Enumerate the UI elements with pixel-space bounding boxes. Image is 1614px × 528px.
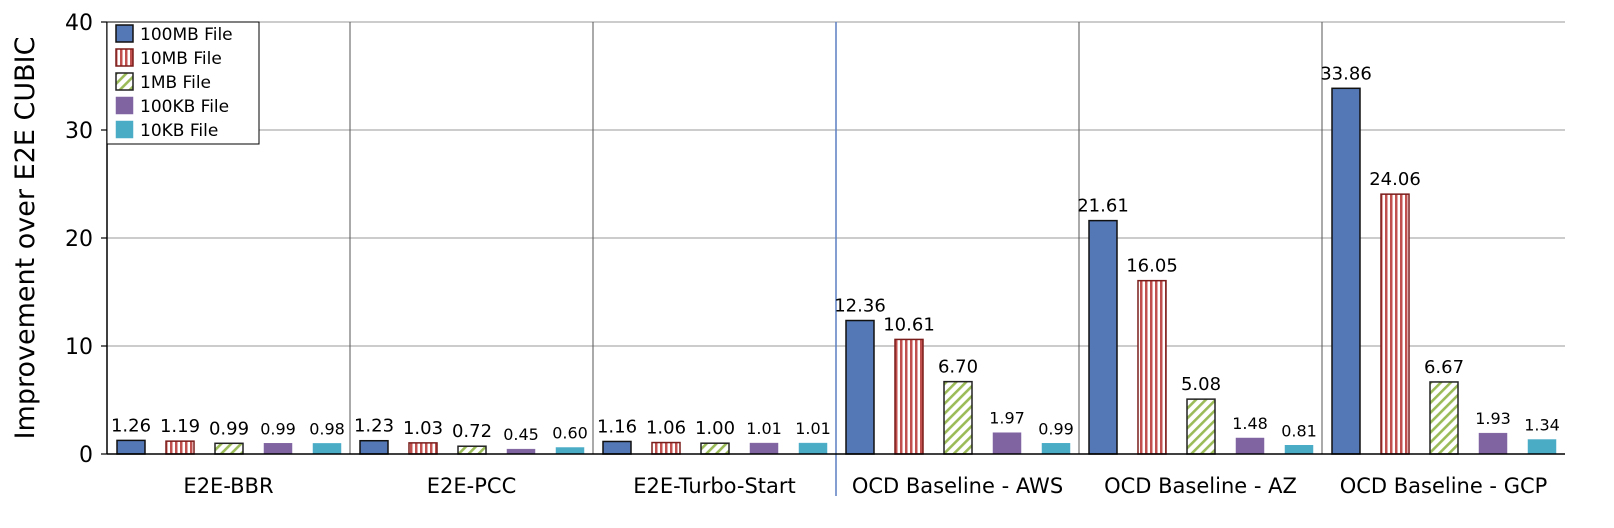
bar-0-0 xyxy=(116,439,146,455)
axes: 0 10 20 30 40 E2E-BBR E2E-PCC E2E-Turbo-Start OC… xyxy=(65,11,1565,498)
data-label-5-3: 1.93 xyxy=(1475,409,1511,428)
data-label-2-1: 1.06 xyxy=(646,418,686,439)
y-axis-title: Improvement over E2E CUBIC xyxy=(10,37,41,440)
legend-label-2: 1MB File xyxy=(140,73,211,93)
data-label-5-4: 1.34 xyxy=(1524,416,1560,435)
bar-4-0 xyxy=(1088,219,1118,455)
y-tick-label-0: 0 xyxy=(79,443,93,468)
legend: 100MB File 10MB File 1MB File 100KB File 10K… xyxy=(106,21,260,145)
data-label-3-4: 0.99 xyxy=(1038,419,1074,438)
legend-swatch-1 xyxy=(115,48,134,67)
bar-1-0 xyxy=(359,439,389,455)
bar-0-4 xyxy=(312,443,342,455)
data-label-3-2: 6.70 xyxy=(938,357,978,378)
y-tick-label-1: 10 xyxy=(65,335,93,360)
bar-0-1 xyxy=(165,440,195,455)
bar-1-2 xyxy=(457,445,487,455)
legend-swatch-2 xyxy=(115,72,134,91)
bar-2-0 xyxy=(602,440,632,455)
legend-label-0: 100MB File xyxy=(140,25,233,45)
data-label-1-3: 0.45 xyxy=(503,425,539,444)
legend-label-3: 100KB File xyxy=(140,97,229,117)
legend-label-1: 10MB File xyxy=(140,49,222,69)
data-label-2-4: 1.01 xyxy=(795,419,831,438)
y-tick-label-3: 30 xyxy=(65,119,93,144)
x-tick-label-3: OCD Baseline - AWS xyxy=(852,474,1063,498)
y-tick-label-2: 20 xyxy=(65,227,93,252)
x-tick-label-5: OCD Baseline - GCP xyxy=(1340,474,1548,498)
data-label-0-4: 0.98 xyxy=(309,419,345,438)
bar-5-1 xyxy=(1380,193,1410,455)
bar-0-3 xyxy=(263,443,293,455)
x-tick-label-0: E2E-BBR xyxy=(183,474,273,498)
bar-1-4 xyxy=(555,447,585,455)
data-label-4-1: 16.05 xyxy=(1126,256,1178,277)
data-label-1-4: 0.60 xyxy=(552,424,588,443)
data-label-5-2: 6.67 xyxy=(1424,357,1464,378)
bar-3-3 xyxy=(992,432,1022,455)
bar-3-2 xyxy=(943,380,973,455)
bar-2-2 xyxy=(700,442,730,455)
data-label-2-0: 1.16 xyxy=(597,416,637,437)
data-label-2-3: 1.01 xyxy=(746,419,782,438)
x-tick-label-4: OCD Baseline - AZ xyxy=(1104,474,1297,498)
data-label-5-0: 33.86 xyxy=(1320,63,1372,84)
data-label-5-1: 24.06 xyxy=(1369,169,1421,190)
bar-4-2 xyxy=(1186,398,1216,455)
x-tick-label-1: E2E-PCC xyxy=(427,474,516,498)
data-label-1-2: 0.72 xyxy=(452,421,492,442)
bar-4-1 xyxy=(1137,279,1167,455)
data-label-3-3: 1.97 xyxy=(989,409,1025,428)
data-labels: 1.26 1.19 0.99 0.99 0.98 1.23 1.03 0.72 0.45 0.60… xyxy=(111,63,1560,444)
bar-5-4 xyxy=(1527,439,1557,455)
data-label-4-0: 21.61 xyxy=(1077,196,1129,217)
legend-swatch-3 xyxy=(115,96,134,115)
bar-4-3 xyxy=(1235,437,1265,455)
bar-2-4 xyxy=(798,442,828,455)
data-label-4-3: 1.48 xyxy=(1232,414,1268,433)
data-label-3-1: 10.61 xyxy=(883,314,935,335)
data-label-0-1: 1.19 xyxy=(160,416,200,437)
bar-1-1 xyxy=(408,442,438,455)
bar-5-3 xyxy=(1478,432,1508,455)
legend-label-4: 10KB File xyxy=(140,121,218,141)
bar-3-1 xyxy=(894,338,924,455)
bar-0-2 xyxy=(214,442,244,455)
y-tick-label-4: 40 xyxy=(65,11,93,36)
data-label-4-2: 5.08 xyxy=(1181,374,1221,395)
bar-2-3 xyxy=(749,442,779,455)
bar-4-4 xyxy=(1284,445,1314,455)
bar-3-4 xyxy=(1041,443,1071,455)
data-label-4-4: 0.81 xyxy=(1281,421,1317,440)
category-separators xyxy=(349,22,1323,496)
data-label-3-0: 12.36 xyxy=(834,296,886,317)
legend-swatch-0 xyxy=(115,24,134,43)
data-label-0-0: 1.26 xyxy=(111,415,151,436)
data-label-0-3: 0.99 xyxy=(260,419,296,438)
data-label-2-2: 1.00 xyxy=(695,418,735,439)
data-label-1-1: 1.03 xyxy=(403,418,443,439)
x-tick-label-2: E2E-Turbo-Start xyxy=(633,474,796,498)
bar-5-2 xyxy=(1429,381,1459,455)
data-label-0-2: 0.99 xyxy=(209,418,249,439)
legend-swatch-4 xyxy=(115,120,134,139)
bar-3-0 xyxy=(845,319,875,455)
bar-5-0 xyxy=(1331,87,1361,455)
data-label-1-0: 1.23 xyxy=(354,416,394,437)
bar-2-1 xyxy=(651,441,681,455)
